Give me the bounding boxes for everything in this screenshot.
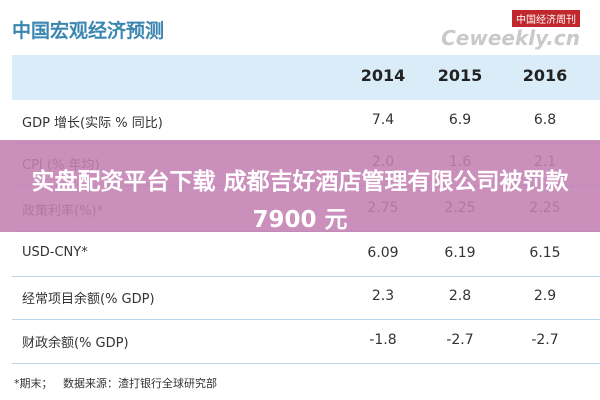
cell: 2.3 (371, 288, 395, 304)
row-separator (12, 276, 600, 277)
cell: 6.9 (448, 112, 472, 128)
cell: 2.9 (533, 288, 557, 304)
overlay-band (0, 140, 600, 232)
overlay-text: 实盘配资平台下载 成都吉好酒店管理有限公司被罚款7900 元 (31, 169, 569, 233)
row-separator (12, 319, 600, 320)
column-header: 2014 (360, 66, 406, 85)
cell: -2.7 (446, 332, 474, 348)
cell: -2.7 (531, 332, 559, 348)
cell: 7.4 (371, 112, 395, 128)
row-label: USD-CNY* (22, 245, 88, 260)
row-separator (12, 363, 600, 364)
cell: 6.15 (529, 245, 561, 261)
cell: 6.09 (367, 245, 399, 261)
row-label: 经常项目余额(% GDP) (22, 292, 155, 307)
watermark: 中国经济周刊 Ceweekly.cn (441, 8, 580, 49)
column-header: 2015 (437, 66, 483, 85)
footnote: *期末； 数据来源：渣打银行全球研究部 (14, 377, 217, 390)
watermark-site: Ceweekly.cn (441, 26, 580, 50)
title: 中国宏观经济预测 (12, 20, 165, 42)
cell: -1.8 (369, 332, 397, 348)
row-label: GDP 增长(实际 % 同比) (22, 116, 163, 131)
watermark-brand: 中国经济周刊 (512, 10, 580, 27)
cell: 6.19 (444, 245, 476, 261)
row-label: 财政余额(% GDP) (22, 336, 129, 351)
column-header: 2016 (522, 66, 568, 85)
cell: 6.8 (533, 112, 557, 128)
header-row (12, 55, 600, 100)
cell: 2.8 (448, 288, 472, 304)
